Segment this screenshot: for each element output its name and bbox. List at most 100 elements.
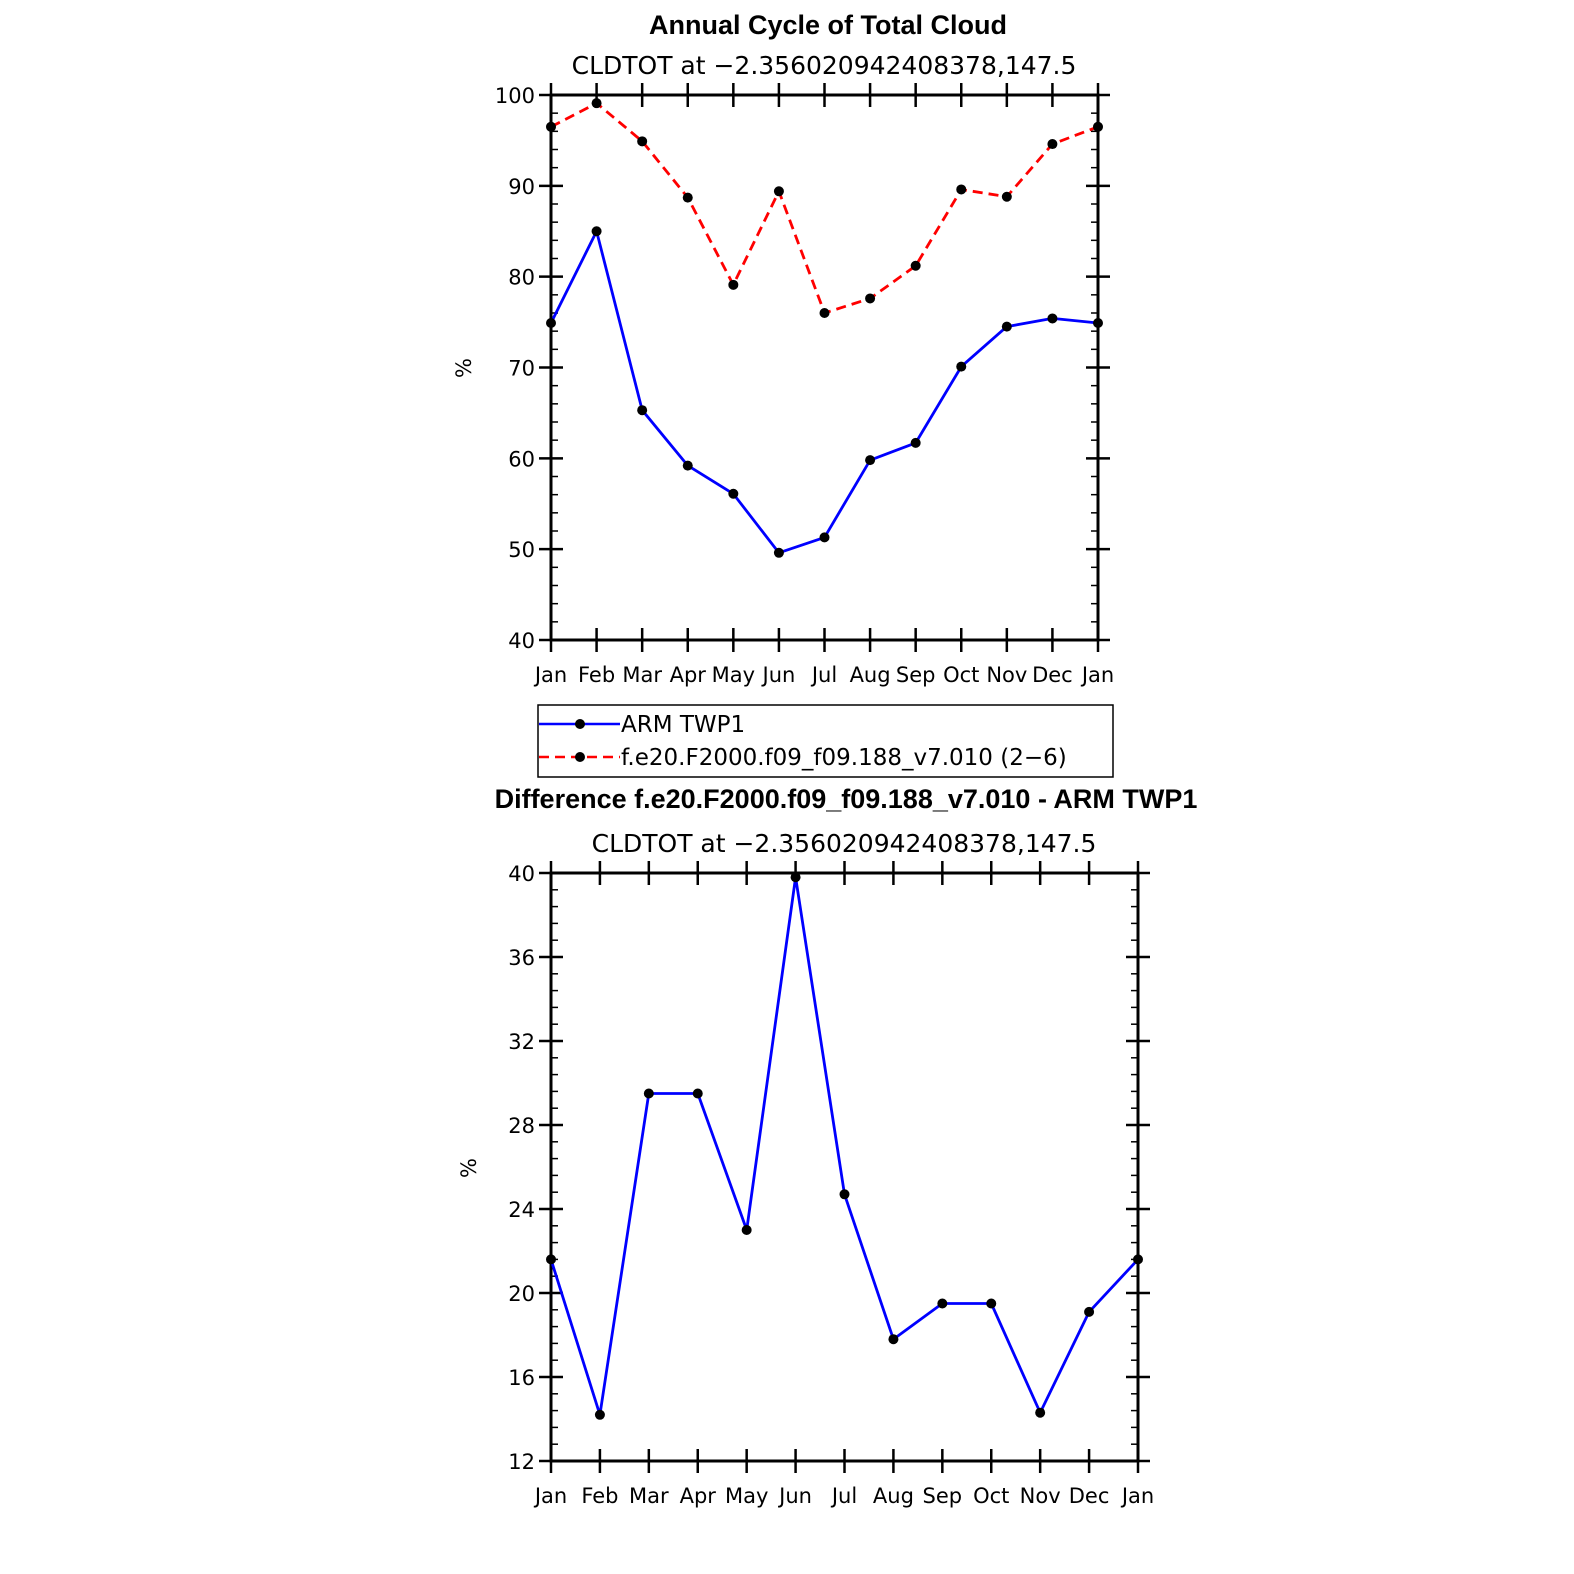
x-tick-label: Aug	[850, 663, 891, 687]
x-tick-label: May	[725, 1484, 768, 1508]
data-point	[546, 1254, 556, 1265]
x-tick-label: Nov	[986, 663, 1027, 687]
x-tick-label: Jun	[761, 663, 796, 687]
x-tick-label: Aug	[873, 1484, 914, 1508]
data-point	[682, 460, 693, 471]
x-tick-label: Jan	[533, 663, 567, 687]
x-tick-label: Oct	[943, 663, 979, 687]
chart1-subtitle: CLDTOT at −2.356020942408378,147.5	[572, 51, 1077, 80]
data-point	[546, 317, 556, 328]
x-tick-label: Apr	[680, 1484, 717, 1508]
data-point	[1001, 191, 1012, 202]
data-point	[643, 1088, 654, 1099]
chart2-plot: 12 16 20 24 28 32 36 40 Jan Feb Mar Apr May Jun Jul Aug…	[508, 861, 1154, 1508]
x-tick-label: May	[712, 663, 755, 687]
y-tick-label: 32	[508, 1030, 535, 1054]
data-point	[591, 98, 602, 109]
x-tick-label: Sep	[923, 1484, 963, 1508]
data-point	[910, 437, 921, 448]
x-tick-label: Feb	[578, 663, 615, 687]
y-tick-label: 60	[508, 447, 535, 471]
x-tick-label: Mar	[629, 1484, 669, 1508]
chart1-ylabel: %	[452, 358, 476, 378]
data-point	[1084, 1306, 1095, 1317]
legend-label-arm: ARM TWP1	[621, 712, 745, 738]
data-point	[1093, 121, 1103, 132]
data-point	[1035, 1407, 1046, 1418]
data-point	[692, 1088, 703, 1099]
data-point	[637, 405, 648, 416]
legend: ARM TWP1 f.e20.F2000.f09_f09.188_v7.010 …	[537, 704, 1114, 778]
y-tick-label: 28	[508, 1114, 535, 1138]
series-line-1	[550, 101, 1099, 315]
x-tick-label: Jul	[830, 1484, 857, 1508]
legend-label-model: f.e20.F2000.f09_f09.188_v7.010 (2−6)	[621, 745, 1067, 771]
y-tick-label: 24	[508, 1198, 535, 1222]
data-point	[956, 361, 967, 372]
chart1-title: Annual Cycle of Total Cloud	[649, 10, 1007, 40]
plot-frame	[549, 93, 1100, 642]
data-point	[728, 279, 739, 290]
data-point	[865, 293, 876, 304]
data-point	[1047, 139, 1058, 150]
series-line-0	[549, 229, 1099, 555]
x-tick-label: Dec	[1069, 1484, 1110, 1508]
y-tick-label: 40	[508, 629, 535, 653]
x-tick-label: Dec	[1032, 663, 1073, 687]
chart2-subtitle: CLDTOT at −2.356020942408378,147.5	[592, 829, 1097, 858]
data-point	[594, 1409, 605, 1420]
chart2-ylabel: %	[457, 1158, 481, 1178]
y-tick-label: 100	[495, 84, 535, 108]
y-tick-label: 70	[508, 357, 535, 381]
data-point	[773, 547, 784, 558]
x-tick-label: Oct	[973, 1484, 1009, 1508]
data-point	[865, 455, 876, 466]
y-tick-label: 40	[508, 862, 535, 886]
x-tick-label: Jan	[533, 1484, 567, 1508]
data-point	[910, 260, 921, 271]
x-tick-label: Jul	[810, 663, 837, 687]
x-tick-label: Jan	[1080, 663, 1114, 687]
x-tick-label: Apr	[670, 663, 707, 687]
legend-box	[537, 704, 1114, 778]
series-line-0	[549, 875, 1140, 1417]
data-point	[741, 1225, 752, 1235]
data-point	[1133, 1254, 1143, 1265]
y-tick-label: 50	[508, 538, 535, 562]
data-point	[637, 136, 648, 147]
data-point	[956, 184, 967, 195]
x-tick-label: Jun	[777, 1484, 812, 1508]
data-point	[937, 1298, 948, 1309]
data-point	[546, 121, 556, 132]
y-tick-label: 80	[508, 266, 535, 290]
y-tick-label: 20	[508, 1282, 535, 1306]
data-point	[839, 1189, 850, 1200]
data-point	[819, 308, 830, 318]
data-point	[1047, 313, 1058, 324]
data-point	[682, 192, 693, 203]
chart1-plot: 40 50 60 70 80 90 100 Jan Feb Mar Apr May Jun Jul Aug S…	[495, 83, 1114, 687]
x-tick-label: Jan	[1120, 1484, 1154, 1508]
y-tick-label: 36	[508, 946, 535, 970]
x-tick-label: Sep	[896, 663, 936, 687]
data-point	[790, 872, 801, 883]
data-point	[773, 186, 784, 197]
data-point	[591, 226, 602, 237]
data-point	[728, 488, 739, 499]
y-tick-label: 12	[508, 1450, 535, 1474]
data-point	[1001, 321, 1012, 332]
x-tick-label: Mar	[622, 663, 662, 687]
y-tick-label: 16	[508, 1366, 535, 1390]
x-tick-label: Feb	[581, 1484, 618, 1508]
x-tick-label: Nov	[1020, 1484, 1061, 1508]
data-point	[888, 1334, 899, 1345]
legend-marker-arm	[575, 719, 585, 729]
data-point	[1093, 317, 1103, 328]
data-point	[819, 532, 830, 543]
chart2-title: Difference f.e20.F2000.f09_f09.188_v7.01…	[495, 784, 1198, 814]
plot-frame	[549, 871, 1140, 1463]
y-tick-label: 90	[508, 175, 535, 199]
legend-marker-model	[575, 752, 585, 762]
data-point	[986, 1298, 997, 1309]
